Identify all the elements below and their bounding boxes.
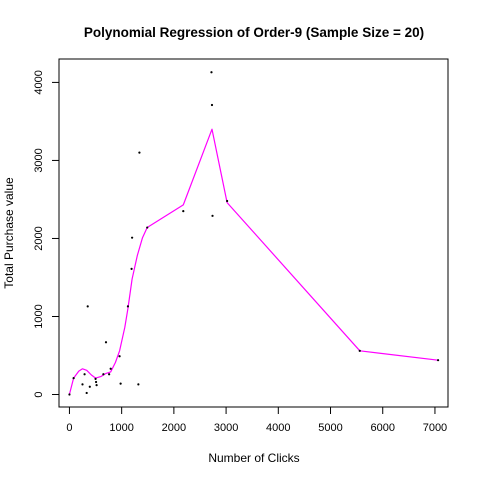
- data-point: [131, 236, 134, 239]
- fit-line-layer: [68, 128, 439, 395]
- data-point: [146, 226, 149, 229]
- data-point: [109, 367, 112, 370]
- data-point: [130, 267, 133, 270]
- chart-title: Polynomial Regression of Order-9 (Sample…: [84, 25, 424, 40]
- x-tick-label: 7000: [423, 422, 447, 434]
- data-point: [94, 380, 98, 384]
- y-tick-label: 1000: [33, 304, 45, 328]
- data-point: [182, 210, 185, 213]
- data-point: [102, 373, 105, 376]
- regression-curve: [68, 128, 439, 395]
- data-point: [358, 349, 361, 352]
- x-tick-label: 2000: [162, 422, 186, 434]
- data-point: [85, 391, 88, 395]
- data-point: [210, 71, 213, 74]
- data-point: [211, 214, 214, 217]
- data-point: [137, 383, 140, 386]
- x-tick-label: 1000: [109, 422, 133, 434]
- x-axis-label: Number of Clicks: [208, 451, 299, 465]
- x-axis: 0 1000 2000 3000 4000 5000 6000 7000: [66, 406, 447, 434]
- data-point: [226, 199, 229, 203]
- data-point: [95, 384, 98, 387]
- y-tick-label: 0: [33, 391, 45, 397]
- data-point: [81, 383, 84, 386]
- x-tick-label: 6000: [370, 422, 394, 434]
- data-point: [94, 377, 97, 381]
- data-point: [104, 341, 108, 344]
- data-point: [119, 382, 122, 385]
- y-tick-label: 4000: [33, 70, 45, 94]
- x-tick-label: 0: [66, 422, 72, 434]
- data-point: [436, 359, 440, 362]
- data-point: [118, 355, 121, 358]
- x-tick-label: 5000: [318, 422, 342, 434]
- data-point: [86, 305, 89, 308]
- data-point: [126, 305, 130, 308]
- data-point: [72, 377, 75, 380]
- data-point: [138, 151, 141, 154]
- data-point: [68, 393, 71, 396]
- y-tick-label: 2000: [33, 226, 45, 250]
- data-point: [108, 373, 111, 376]
- y-tick-label: 3000: [33, 148, 45, 172]
- x-tick-label: 3000: [214, 422, 238, 434]
- data-point: [83, 373, 86, 376]
- y-axis: 0 1000 2000 3000 4000: [33, 70, 60, 398]
- y-axis-label: Total Purchase value: [2, 177, 16, 289]
- data-point: [88, 385, 91, 388]
- data-points-layer: [68, 71, 440, 396]
- x-tick-label: 4000: [266, 422, 290, 434]
- data-point: [210, 103, 214, 107]
